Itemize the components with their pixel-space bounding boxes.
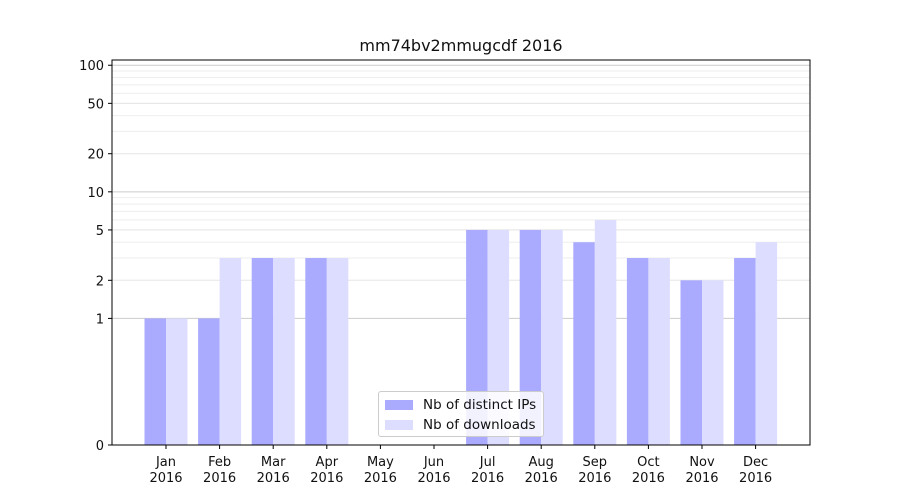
bar-distinct-ips — [626, 258, 649, 445]
y-tick-label: 2 — [96, 274, 104, 289]
x-tick-label-month: Apr — [316, 455, 339, 470]
legend-label-ips: Nb of distinct IPs — [423, 397, 537, 413]
bar-downloads — [755, 242, 778, 445]
x-tick-label-month: Jul — [479, 455, 496, 470]
x-tick-label-month: Aug — [529, 455, 554, 470]
x-tick-label-year: 2016 — [310, 471, 343, 486]
x-tick-label-month: Oct — [637, 455, 659, 470]
x-tick-label-year: 2016 — [525, 471, 558, 486]
x-tick-label-year: 2016 — [685, 471, 718, 486]
y-axis-ticks: 0 1 2 5 10 20 50 100 — [79, 59, 112, 454]
grid-lines — [112, 64, 810, 319]
bar-downloads — [166, 318, 188, 445]
bar-downloads — [594, 219, 617, 445]
legend-swatch-ips — [385, 400, 413, 410]
bar-downloads — [219, 258, 242, 445]
y-tick-label: 50 — [87, 97, 104, 112]
chart-title: mm74bv2mmugcdf 2016 — [359, 36, 563, 55]
bar-distinct-ips — [680, 280, 702, 445]
plot-frame — [111, 59, 811, 446]
y-tick-label: 20 — [87, 148, 104, 163]
bar-distinct-ips — [734, 258, 756, 445]
x-tick-label-year: 2016 — [739, 471, 772, 486]
x-tick-label-year: 2016 — [578, 471, 611, 486]
chart-legend: Nb of distinct IPs Nb of downloads — [378, 391, 544, 437]
x-tick-label-month: Dec — [743, 455, 768, 470]
bar-downloads — [541, 229, 563, 445]
bar-distinct-ips — [573, 242, 595, 445]
x-tick-label-year: 2016 — [417, 471, 450, 486]
y-tick-label: 0 — [96, 439, 104, 454]
x-tick-label-month: Nov — [689, 455, 715, 470]
bar-distinct-ips — [305, 258, 327, 445]
x-tick-label-month: Mar — [261, 455, 286, 470]
x-tick-label-year: 2016 — [203, 471, 236, 486]
legend-item-ips: Nb of distinct IPs — [385, 396, 536, 414]
x-tick-label-month: Feb — [208, 455, 231, 470]
x-tick-label-year: 2016 — [364, 471, 397, 486]
x-tick-label-year: 2016 — [471, 471, 504, 486]
x-axis-ticks: Jan2016Feb2016Mar2016Apr2016May2016Jun20… — [149, 445, 772, 486]
y-tick-label: 10 — [87, 186, 104, 201]
legend-item-downloads: Nb of downloads — [385, 416, 536, 434]
bar-downloads — [326, 258, 349, 445]
legend-swatch-downloads — [385, 420, 413, 430]
x-tick-label-month: Jun — [423, 455, 444, 470]
y-tick-label: 5 — [96, 224, 104, 239]
x-tick-label-year: 2016 — [149, 471, 182, 486]
x-tick-label-month: May — [367, 455, 394, 470]
y-tick-label: 100 — [79, 59, 104, 74]
legend-label-downloads: Nb of downloads — [423, 417, 536, 433]
bar-downloads — [273, 258, 295, 445]
x-tick-label-year: 2016 — [257, 471, 290, 486]
x-tick-label-year: 2016 — [632, 471, 665, 486]
bar-downloads — [648, 258, 670, 445]
bar-downloads — [702, 280, 724, 445]
bar-distinct-ips — [144, 318, 166, 445]
y-tick-label: 1 — [96, 312, 104, 327]
x-tick-label-month: Sep — [583, 455, 608, 470]
x-tick-label-month: Jan — [155, 455, 176, 470]
bar-distinct-ips — [198, 318, 220, 445]
bar-distinct-ips — [251, 258, 274, 445]
